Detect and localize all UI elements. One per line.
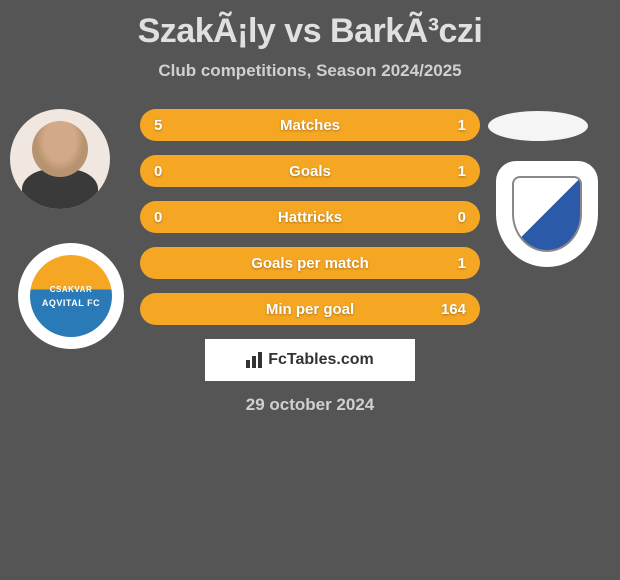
club-left-badge: CSAKVAR AQVITAL FC: [30, 255, 112, 337]
stat-bar-goals: 0 Goals 1: [140, 155, 480, 187]
brand-label: FcTables.com: [268, 351, 374, 369]
brand-text: FcTables.com: [246, 351, 374, 369]
player-left-club-logo: CSAKVAR AQVITAL FC: [18, 243, 124, 349]
brand-box: FcTables.com: [205, 339, 415, 381]
player-right-avatar: [488, 111, 588, 141]
stat-right-value: 1: [458, 255, 466, 272]
stat-bar-min-per-goal: Min per goal 164: [140, 293, 480, 325]
stat-left-value: 0: [154, 209, 162, 226]
stats-bars: 5 Matches 1 0 Goals 1 0 Hattricks 0 Goal…: [140, 109, 480, 325]
stat-left-value: 5: [154, 117, 162, 134]
footer-date: 29 october 2024: [0, 395, 620, 415]
player-left-avatar: [10, 109, 110, 209]
stat-right-value: 1: [458, 163, 466, 180]
player-right-club-logo: [496, 161, 598, 267]
stat-right-value: 164: [441, 301, 466, 318]
club-left-bottom-text: AQVITAL FC: [42, 298, 100, 308]
stat-label: Matches: [280, 117, 340, 134]
stat-right-value: 0: [458, 209, 466, 226]
club-right-badge: [512, 176, 582, 252]
stat-label: Hattricks: [278, 209, 342, 226]
stat-label: Goals: [289, 163, 331, 180]
stat-right-value: 1: [458, 117, 466, 134]
chart-icon: [246, 352, 264, 368]
stat-left-value: 0: [154, 163, 162, 180]
stat-bar-hattricks: 0 Hattricks 0: [140, 201, 480, 233]
stat-bar-matches: 5 Matches 1: [140, 109, 480, 141]
stat-bar-goals-per-match: Goals per match 1: [140, 247, 480, 279]
page-subtitle: Club competitions, Season 2024/2025: [0, 61, 620, 81]
main-content: CSAKVAR AQVITAL FC 5 Matches 1 0 Goals 1…: [0, 109, 620, 415]
page-title: SzakÃ¡ly vs BarkÃ³czi: [0, 0, 620, 51]
stat-label: Min per goal: [266, 301, 354, 318]
stat-label: Goals per match: [251, 255, 369, 272]
club-left-top-text: CSAKVAR: [50, 285, 92, 294]
